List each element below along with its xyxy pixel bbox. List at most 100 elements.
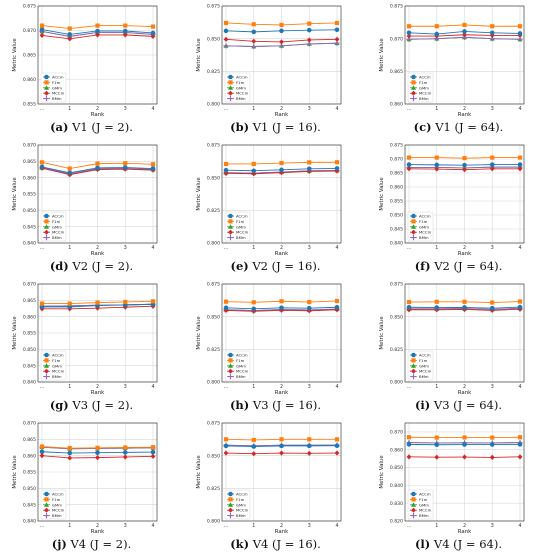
data-point-MCCm [122, 32, 128, 38]
legend-entry: GMm [410, 502, 429, 507]
legend-entry: ACCm [227, 492, 248, 497]
legend-marker-ACCm [411, 352, 416, 358]
legend-label: GMm [419, 502, 429, 507]
caption-label: (e) [230, 259, 249, 273]
legend-marker-MCCm [228, 507, 233, 513]
legend-entry: MCCm [410, 368, 432, 374]
legend-label: ACCm [52, 492, 64, 497]
y-tick-label: 0.825 [390, 347, 403, 353]
y-tick-label: 0.865 [390, 171, 403, 177]
plot-frame [37, 5, 158, 105]
subfigure-caption: (i) V3 (J = 64). [367, 398, 550, 412]
legend-marker-GMm [44, 363, 49, 368]
legend-entry: GMm [410, 85, 429, 90]
x-axis-label: Rank [275, 251, 289, 257]
legend-label: BMm [236, 513, 246, 518]
data-point-ACCm [489, 30, 495, 36]
legend-marker-GMm [228, 85, 233, 90]
x-axis-label: Rank [275, 529, 289, 535]
y-tick-label: 0.865 [23, 53, 36, 59]
x-tick-label: 1 [252, 245, 255, 251]
data-point-F1m [334, 20, 340, 26]
y-axis-label: Metric Value [196, 455, 202, 489]
data-point-F1m [95, 161, 100, 166]
legend-label: F1m [419, 219, 428, 224]
legend-marker-F1m [228, 219, 233, 224]
legend-marker-F1m [228, 358, 233, 363]
x-tick-label: 1 [435, 245, 438, 251]
legend-label: F1m [52, 358, 61, 363]
series-F1m [406, 22, 523, 29]
series-ACCm [39, 164, 156, 176]
data-point-ACCm [306, 305, 312, 311]
data-point-MCCm [95, 32, 100, 38]
x-tick-label: 1 [252, 523, 255, 529]
legend-label: GMm [236, 224, 246, 229]
x-tick-label: ... [40, 524, 45, 529]
legend-entry: BMm [43, 513, 62, 519]
legend-entry: F1m [227, 80, 245, 85]
chart-svg-k: 0.800 0.825 0.850 0.875... 1 2 3 4 Rank Metric Va… [196, 421, 342, 535]
legend-marker-BMm [227, 374, 234, 380]
caption-text: V2 (J = 64). [434, 259, 503, 273]
x-tick-label: 4 [518, 106, 521, 112]
legend-entry: F1m [410, 358, 428, 363]
legend-label: MCCm [236, 369, 249, 374]
chart-panel-j: 0.840 0.845 0.850 0.855 0.860 0.865 0.870... 1 2… [0, 417, 183, 556]
y-tick-label: 0.875 [207, 421, 220, 427]
data-point-F1m [123, 445, 128, 450]
data-point-F1m [39, 444, 45, 449]
caption-text: V2 (J = 2). [72, 259, 134, 273]
legend-label: ACCm [52, 353, 64, 358]
series-MCCm [39, 32, 156, 42]
y-axis-label: Metric Value [12, 455, 18, 489]
y-tick-label: 0.860 [23, 314, 36, 320]
data-point-F1m [150, 162, 156, 167]
plot-frame [221, 422, 342, 522]
legend-entry: ACCm [43, 492, 64, 497]
legend-entry: GMm [410, 363, 429, 368]
y-tick-label: 0.855 [390, 199, 403, 205]
data-point-F1m [279, 160, 284, 166]
legend-entry: MCCm [227, 368, 249, 374]
legend-label: MCCm [52, 91, 65, 96]
data-point-F1m [150, 24, 156, 29]
data-point-ACCm [122, 450, 128, 455]
legend-marker-ACCm [228, 74, 233, 80]
data-point-BMm [223, 43, 229, 49]
data-point-ACCm [67, 32, 73, 37]
legend-label: ACCm [52, 75, 64, 80]
legend-label: BMm [52, 374, 62, 379]
subfigure-caption: (k) V4 (J = 16). [184, 537, 367, 551]
x-tick-label: 2 [96, 245, 99, 251]
chart-svg-f: 0.840 0.845 0.850 0.855 0.860 0.865 0.870 0.875… [379, 143, 525, 257]
legend-label: MCCm [52, 369, 65, 374]
caption-text: V2 (J = 16). [252, 259, 321, 273]
legend-label: ACCm [236, 353, 248, 358]
data-point-ACCm [306, 443, 312, 449]
legend-label: BMm [419, 513, 429, 518]
y-tick-label: 0.875 [23, 4, 36, 10]
x-tick-label: 3 [124, 245, 127, 251]
legend-label: MCCm [419, 508, 432, 513]
y-tick-label: 0.860 [23, 175, 36, 181]
data-point-MCCm [489, 454, 495, 460]
legend-marker-BMm [410, 235, 417, 241]
data-point-ACCm [39, 304, 45, 310]
legend-marker-GMm [228, 502, 233, 507]
legend-entry: F1m [227, 219, 245, 224]
x-axis-label: Rank [91, 529, 105, 535]
data-point-MCCm [279, 39, 284, 45]
y-tick-label: 0.865 [23, 437, 36, 443]
legend-entry: GMm [43, 363, 62, 368]
subfigure-caption: (g) V3 (J = 2). [0, 398, 183, 412]
y-tick-label: 0.850 [23, 208, 36, 214]
x-tick-label: 2 [280, 245, 283, 251]
legend-entry: ACCm [43, 75, 64, 80]
x-axis-label: Rank [275, 112, 289, 118]
legend-label: GMm [52, 85, 62, 90]
data-point-F1m [279, 299, 284, 304]
data-point-F1m [251, 161, 256, 167]
series-ACCm [39, 449, 156, 456]
data-point-ACCm [223, 443, 229, 449]
